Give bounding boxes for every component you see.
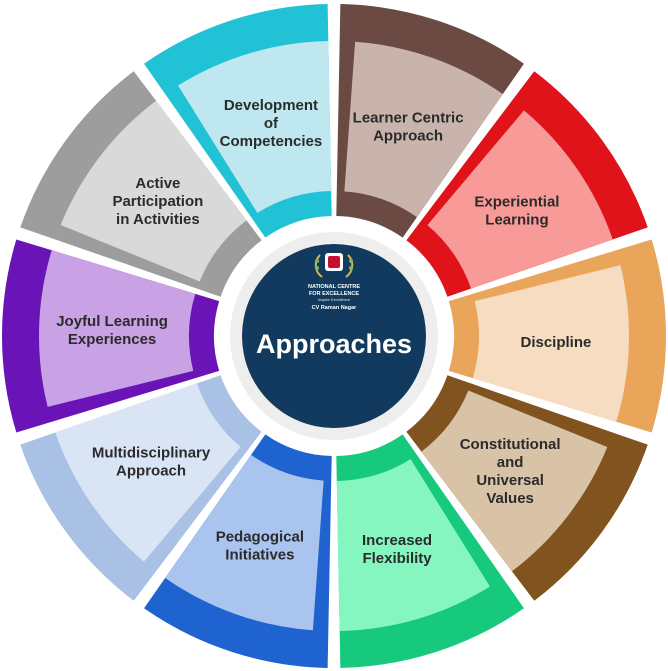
segment-label-line: Active <box>135 175 180 192</box>
segment-8 <box>20 375 262 601</box>
segment-label-line: and <box>497 454 524 471</box>
segment-label-line: Learner Centric <box>353 110 464 127</box>
segment-label-line: Values <box>486 490 534 507</box>
center-title: Approaches <box>256 329 412 359</box>
segment-panel <box>60 100 247 282</box>
segment-label-line: in Activities <box>116 211 200 228</box>
segment-label-line: Competencies <box>220 133 323 150</box>
segment-label-line: Pedagogical <box>216 528 304 545</box>
segment-label: Active Participation in Activities <box>112 175 203 228</box>
segment-label: Increased Flexibility <box>362 532 432 567</box>
segment-label-line: Discipline <box>520 334 591 351</box>
segment-label: Experiential Learning <box>474 193 559 228</box>
labels-layer: Development of Competencies Learner Centric… <box>56 97 591 567</box>
segment-panel <box>55 383 241 562</box>
segment-label-line: Experiences <box>68 331 156 348</box>
center-badge: NATIONAL CENTRE FOR EXCELLENCE Inspire E… <box>230 232 438 440</box>
segment-panel <box>178 41 332 213</box>
segment-label-line: Approach <box>116 463 186 480</box>
center-circle <box>242 244 426 428</box>
segment-panel <box>421 390 608 572</box>
segment-label-line: Experiential <box>474 193 559 210</box>
segment-panel <box>344 41 503 218</box>
segment-label: Pedagogical Initiatives <box>216 528 304 563</box>
segment-panel <box>38 250 196 407</box>
segment-label-line: Multidisciplinary <box>92 445 211 462</box>
segment-3 <box>406 71 648 297</box>
segment-panel <box>165 454 324 631</box>
segment-label: Constitutional and Universal Values <box>460 436 561 507</box>
segment-4 <box>448 239 666 433</box>
segments-layer <box>2 4 666 668</box>
segment-label-line: Approach <box>373 128 443 145</box>
segment-1 <box>144 4 332 238</box>
segment-label-line: Initiatives <box>225 546 294 563</box>
segment-label-line: Flexibility <box>362 550 432 567</box>
laurel-emblem-icon <box>314 253 354 278</box>
segment-label-line: Joyful Learning <box>56 313 168 330</box>
segment-label: Development of Competencies <box>220 97 323 150</box>
segment-10 <box>20 71 262 297</box>
segment-label: Discipline <box>520 334 591 351</box>
segment-label-line: Learning <box>485 211 548 228</box>
segment-5 <box>406 375 648 601</box>
segment-9 <box>2 239 220 433</box>
center-org-line2: FOR EXCELLENCE <box>309 291 359 297</box>
segment-label-line: Increased <box>362 532 432 549</box>
segment-panel <box>472 265 630 422</box>
segment-6 <box>336 434 524 668</box>
center-tagline: Inspire Excellence <box>318 297 351 302</box>
center-org-line1: NATIONAL CENTRE <box>308 284 360 290</box>
center-place: CV Raman Nagar <box>312 305 357 311</box>
segment-label-line: Development <box>224 97 318 114</box>
segment-7 <box>144 434 332 668</box>
segment-panel <box>427 110 613 289</box>
segment-label-line: Constitutional <box>460 436 561 453</box>
segment-label-line: Participation <box>112 193 203 210</box>
segment-panel <box>336 459 490 631</box>
segment-label: Joyful Learning Experiences <box>56 313 168 348</box>
segment-2 <box>336 4 524 238</box>
segment-label: Learner Centric Approach <box>353 110 464 145</box>
segment-label-line: of <box>264 115 279 132</box>
segment-label: Multidisciplinary Approach <box>92 445 211 480</box>
segment-label-line: Universal <box>476 472 544 489</box>
